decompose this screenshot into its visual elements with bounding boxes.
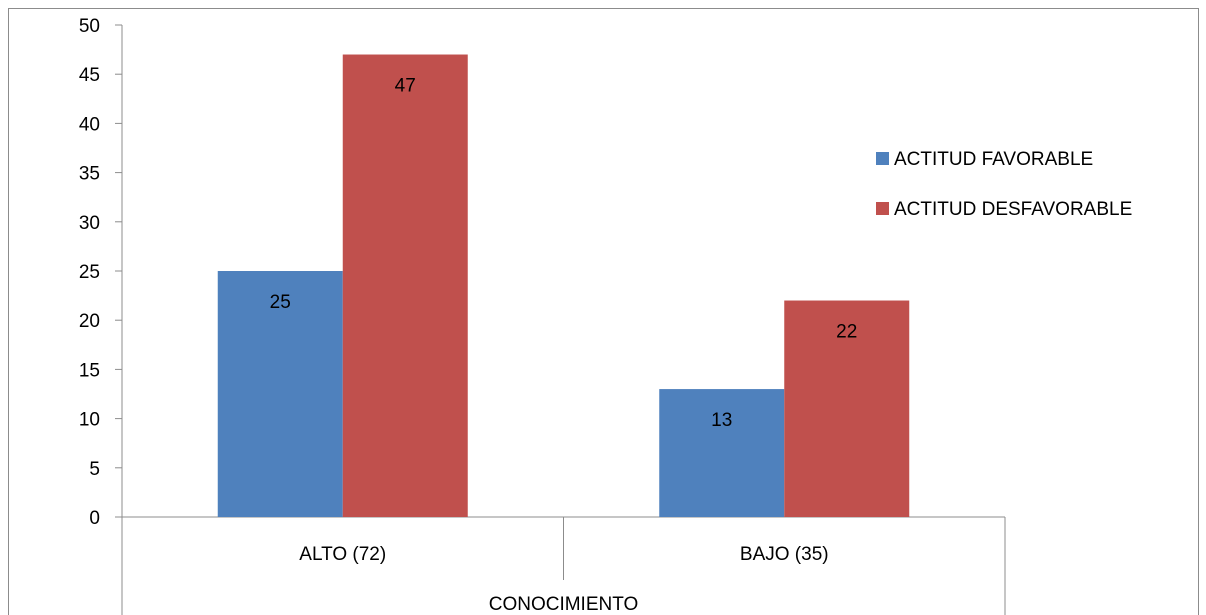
y-tick-label: 20 <box>79 311 100 332</box>
legend-swatch <box>876 152 889 165</box>
y-tick-label: 15 <box>79 360 100 381</box>
data-labels: 25 13 47 22 <box>270 76 858 432</box>
y-tick-label: 0 <box>89 508 100 529</box>
x-axis-title: CONOCIMIENTO <box>489 594 639 615</box>
y-tick-label: 35 <box>79 164 100 185</box>
y-tick-label: 50 <box>79 16 100 37</box>
bar <box>784 300 910 517</box>
axes: 0 5 10 15 20 25 30 35 40 45 50 ALTO (72) BAJO (35) CO… <box>79 16 1006 615</box>
y-tick-label: 5 <box>89 459 100 480</box>
legend-label: ACTITUD DESFAVORABLE <box>894 199 1132 220</box>
data-label: 22 <box>836 322 857 343</box>
y-tick-label: 40 <box>79 114 100 135</box>
bar <box>342 54 468 518</box>
data-label: 25 <box>270 292 291 313</box>
category-label: BAJO (35) <box>740 544 829 565</box>
bar <box>659 389 785 517</box>
data-label: 47 <box>395 76 416 97</box>
y-tick-label: 25 <box>79 262 100 283</box>
y-tick-label: 45 <box>79 65 100 86</box>
data-label: 13 <box>711 410 732 431</box>
legend-label: ACTITUD FAVORABLE <box>894 149 1093 170</box>
legend-swatch <box>876 202 889 215</box>
y-tick-label: 30 <box>79 213 100 234</box>
bars <box>217 54 910 518</box>
chart-border <box>8 8 1199 615</box>
bar <box>217 271 343 517</box>
y-tick-label: 10 <box>79 410 100 431</box>
category-label: ALTO (72) <box>299 544 386 565</box>
legend: ACTITUD FAVORABLE ACTITUD DESFAVORABLE <box>876 149 1132 220</box>
